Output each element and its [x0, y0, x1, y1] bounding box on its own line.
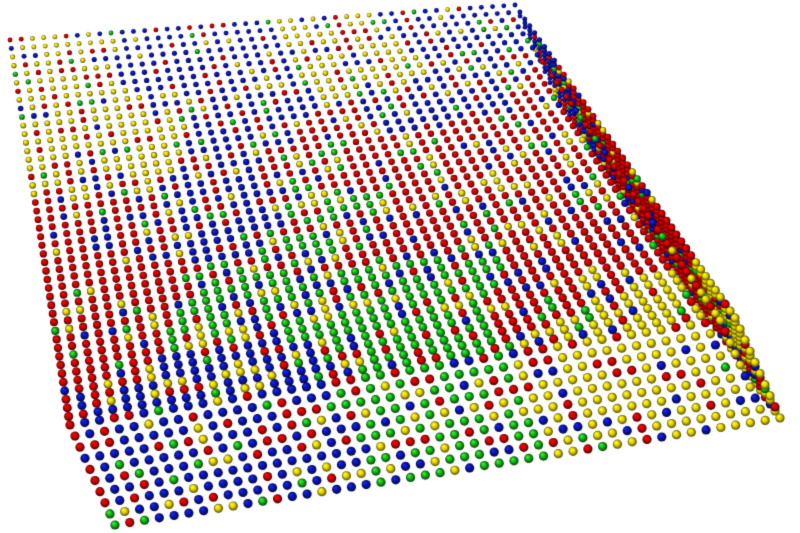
- atomic-lattice-image: [0, 0, 800, 533]
- lattice-render-scene: [0, 0, 800, 533]
